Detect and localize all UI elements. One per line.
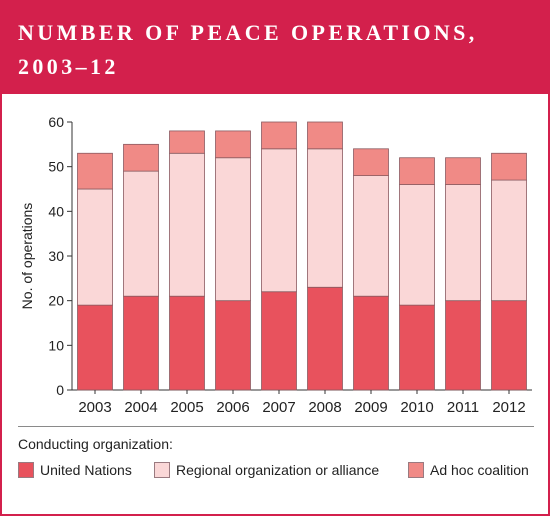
legend-label: Regional organization or alliance — [176, 462, 380, 478]
bar-un-2011 — [445, 300, 481, 391]
legend-item-adhoc: Ad hoc coalition — [408, 462, 529, 478]
x-tick-label: 2005 — [170, 399, 203, 416]
bar-regional-2006 — [215, 157, 251, 302]
x-tick-label: 2012 — [492, 399, 525, 416]
legend-item-un: United Nations — [18, 462, 132, 478]
stacked-bar-chart: 0 10 20 30 40 50 60 No. of operations 2003 2004 20… — [19, 114, 532, 416]
legend-swatch — [408, 462, 424, 478]
y-tick-label: 20 — [48, 293, 64, 309]
bar-un-2003 — [77, 304, 113, 391]
x-tick-label: 2007 — [262, 399, 295, 416]
x-tick-label: 2009 — [354, 399, 387, 416]
bar-regional-2010 — [399, 184, 435, 306]
bar-adhoc-2010 — [399, 157, 435, 185]
bar-un-2008 — [307, 286, 343, 391]
bar-un-2004 — [123, 295, 159, 391]
bar-regional-2009 — [353, 175, 389, 297]
x-tick-label: 2006 — [216, 399, 249, 416]
y-tick-label: 0 — [56, 382, 64, 398]
bar-regional-2008 — [307, 148, 343, 288]
x-tick-label: 2008 — [308, 399, 341, 416]
bar-regional-2007 — [261, 148, 297, 293]
x-tick-label: 2011 — [447, 399, 479, 416]
bar-un-2012 — [491, 300, 527, 391]
header-banner: NUMBER OF PEACE OPERATIONS, 2003–12 — [2, 2, 548, 94]
y-tick-label: 40 — [48, 203, 64, 219]
legend-swatch — [154, 462, 170, 478]
chart-title: NUMBER OF PEACE OPERATIONS, 2003–12 — [18, 16, 538, 84]
bar-adhoc-2009 — [353, 148, 389, 176]
bar-un-2009 — [353, 295, 389, 391]
x-tick-label: 2004 — [124, 399, 157, 416]
y-axis-title: No. of operations — [19, 203, 35, 310]
x-tick-label: 2010 — [400, 399, 433, 416]
title-line-2: 2003–12 — [18, 54, 119, 79]
legend-label: Ad hoc coalition — [430, 462, 529, 478]
bar-adhoc-2004 — [123, 143, 159, 172]
bar-regional-2011 — [445, 184, 481, 302]
bar-un-2006 — [215, 300, 251, 391]
bar-un-2010 — [399, 304, 435, 391]
y-tick-label: 50 — [48, 159, 64, 175]
legend-title: Conducting organization: — [18, 436, 173, 452]
x-tick-label: 2003 — [78, 399, 111, 416]
bar-regional-2003 — [77, 188, 113, 306]
bar-regional-2004 — [123, 170, 159, 297]
legend-divider — [18, 426, 534, 427]
bar-adhoc-2005 — [169, 130, 205, 154]
bar-adhoc-2012 — [491, 152, 527, 181]
bar-adhoc-2008 — [307, 121, 343, 150]
legend-item-regional: Regional organization or alliance — [154, 462, 379, 478]
title-line-1: NUMBER OF PEACE OPERATIONS, — [18, 20, 478, 45]
bar-adhoc-2007 — [261, 121, 297, 150]
y-tick-label: 10 — [48, 337, 64, 353]
y-tick-label: 60 — [48, 114, 64, 130]
bar-adhoc-2003 — [77, 152, 113, 190]
legend-label: United Nations — [40, 462, 132, 478]
bar-regional-2012 — [491, 179, 527, 302]
bar-un-2007 — [261, 291, 297, 391]
legend-swatch — [18, 462, 34, 478]
bar-adhoc-2011 — [445, 157, 481, 185]
bar-regional-2005 — [169, 152, 205, 297]
bar-adhoc-2006 — [215, 130, 251, 159]
y-tick-label: 30 — [48, 248, 64, 264]
legend: United Nations Regional organization or a… — [18, 462, 544, 482]
bar-un-2005 — [169, 295, 205, 391]
